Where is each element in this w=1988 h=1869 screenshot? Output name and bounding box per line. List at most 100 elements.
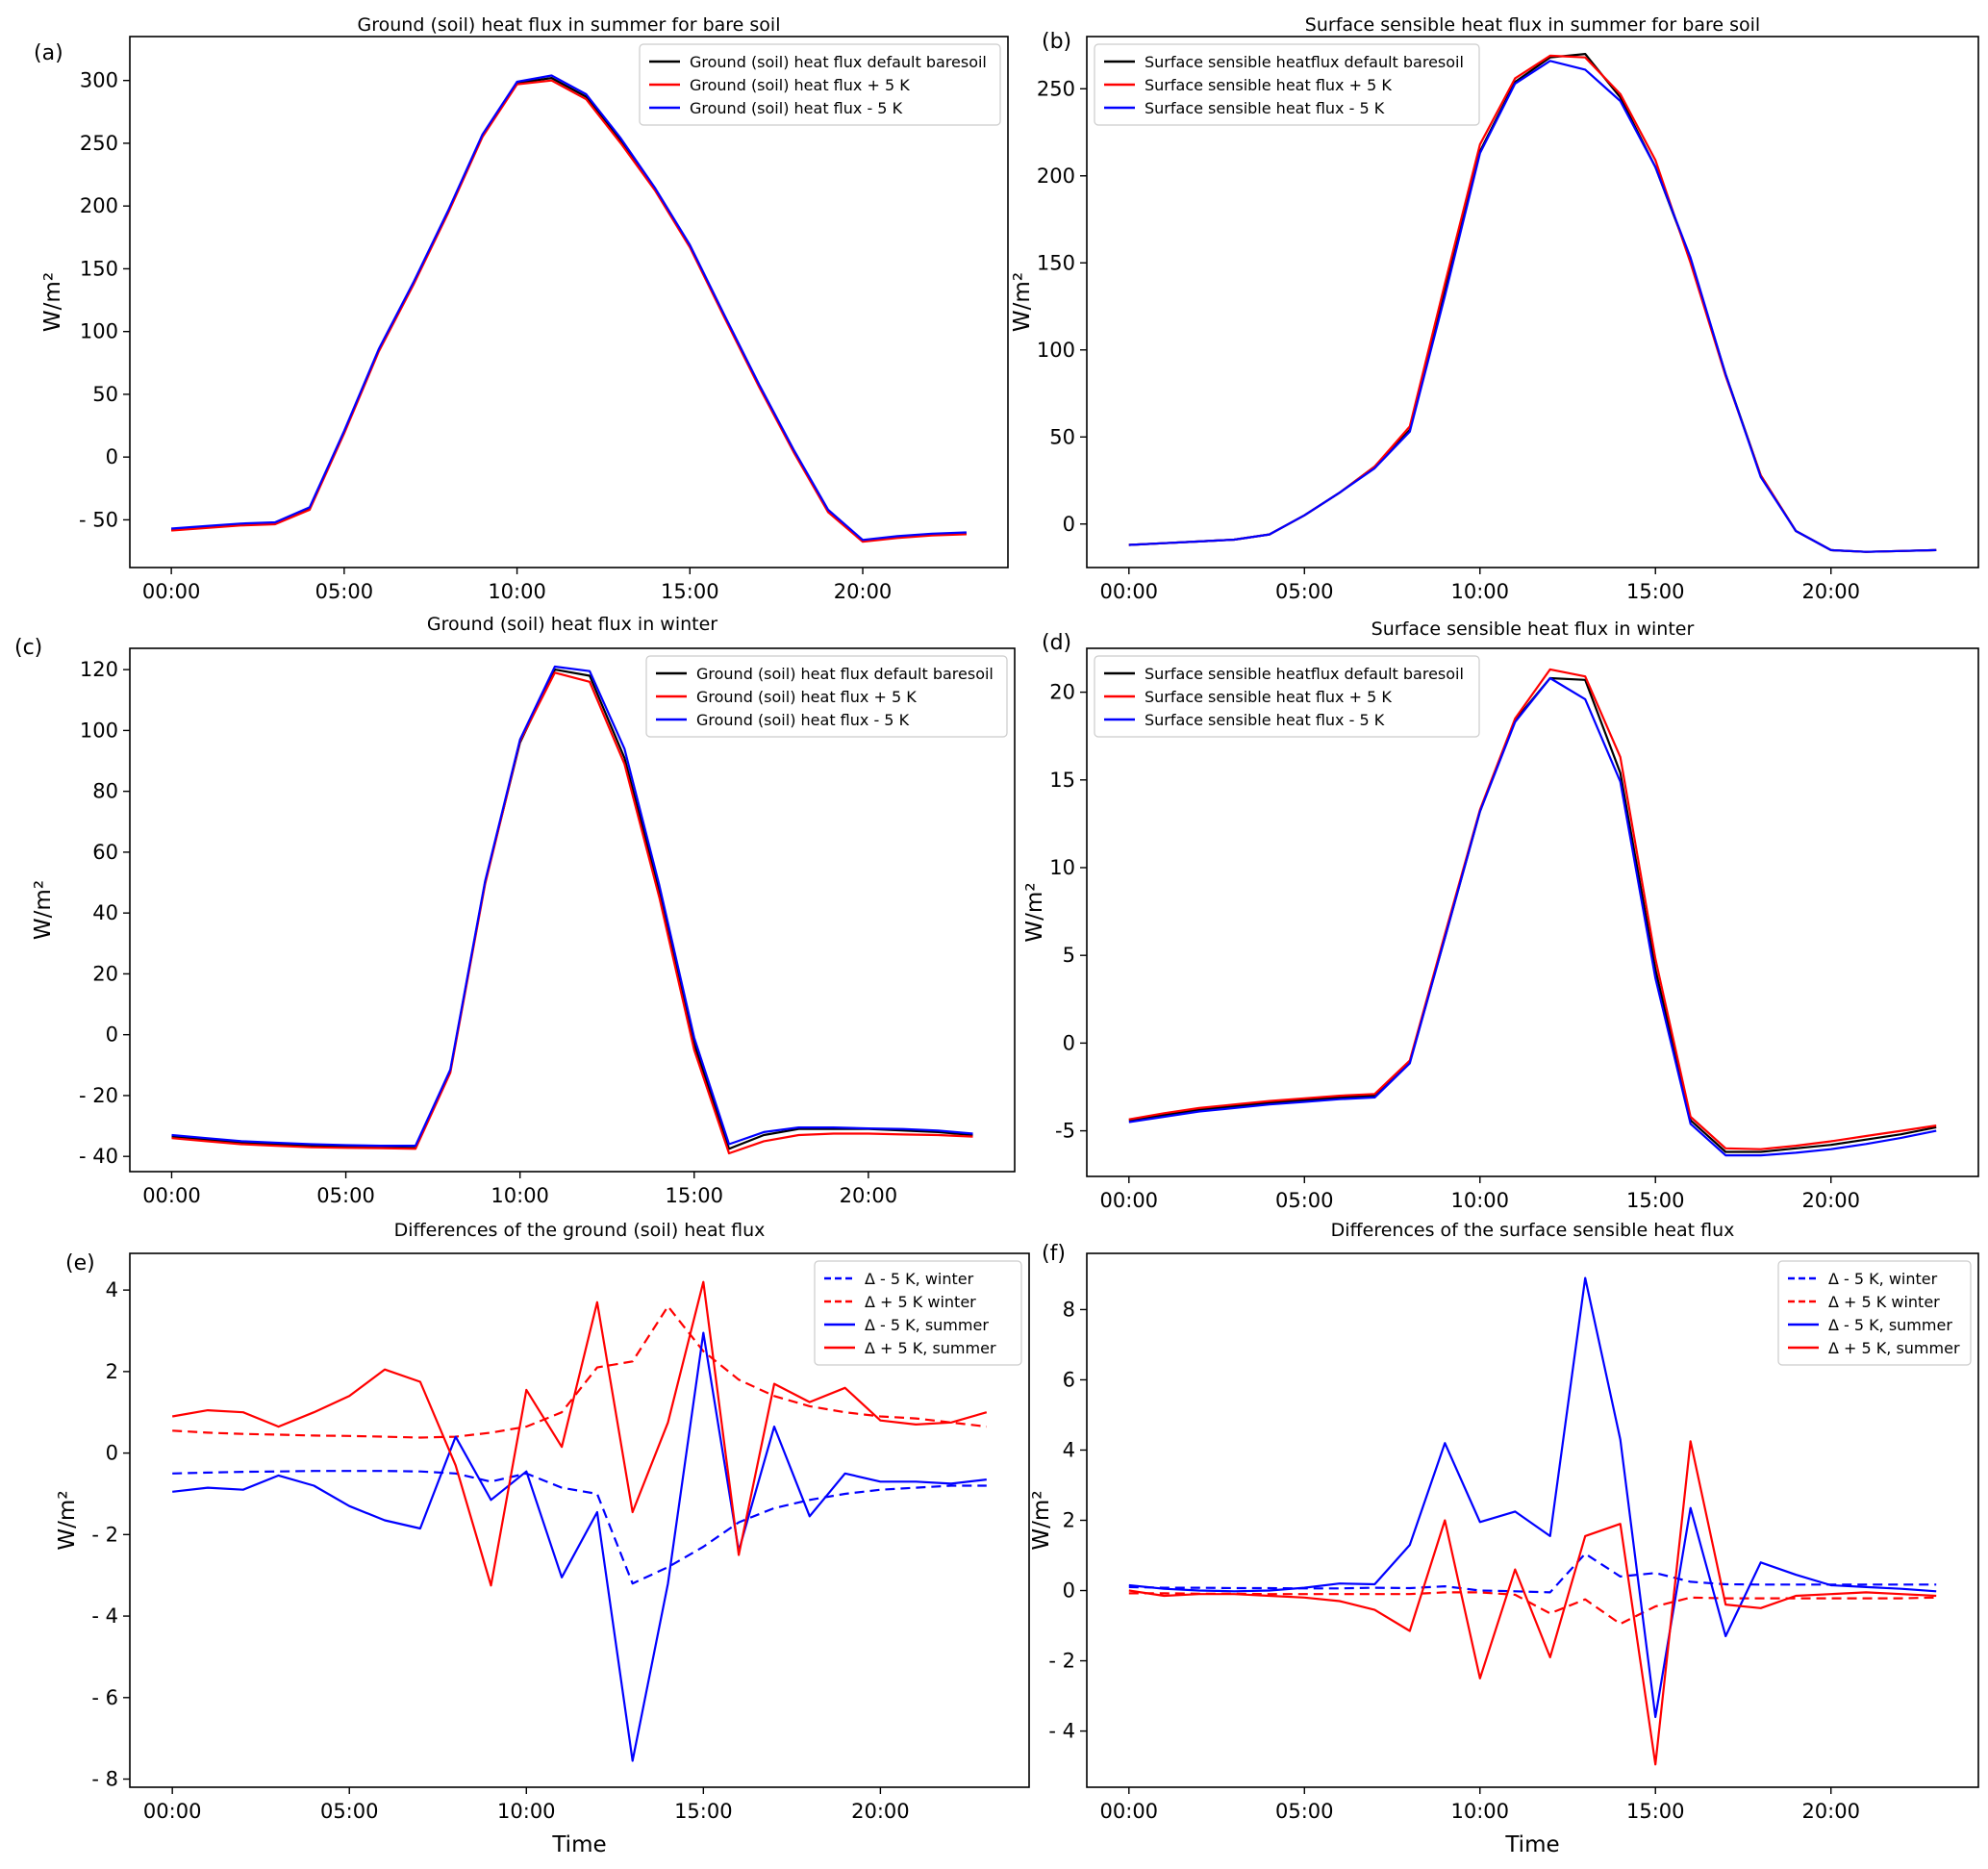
legend-label: Δ + 5 K winter bbox=[865, 1293, 976, 1311]
x-tick-label: 05:00 bbox=[320, 1800, 379, 1823]
legend-box bbox=[1094, 43, 1480, 126]
y-tick-label: 15 bbox=[1049, 769, 1075, 792]
y-tick-label: 0 bbox=[1063, 513, 1075, 536]
x-tick-label: 15:00 bbox=[674, 1800, 733, 1823]
legend-label: Δ - 5 K, summer bbox=[865, 1316, 989, 1334]
legend: Surface sensible heatflux default bareso… bbox=[1094, 655, 1480, 738]
legend-label: Surface sensible heat flux + 5 K bbox=[1145, 76, 1392, 94]
chart-title: Surface sensible heat flux in summer for… bbox=[1305, 14, 1760, 36]
y-tick-label: - 6 bbox=[91, 1686, 118, 1709]
x-tick-label: 00:00 bbox=[143, 1800, 202, 1823]
legend-label: Surface sensible heat flux + 5 K bbox=[1145, 688, 1392, 706]
y-axis-label: W/m² bbox=[1022, 882, 1047, 942]
chart-title: Differences of the ground (soil) heat fl… bbox=[394, 1220, 766, 1241]
chart-title: Ground (soil) heat flux in winter bbox=[427, 614, 717, 635]
x-tick-label: 15:00 bbox=[666, 1184, 724, 1207]
series-line-1 bbox=[171, 668, 973, 1150]
y-tick-label: - 2 bbox=[1048, 1650, 1075, 1673]
y-tick-label: 50 bbox=[92, 383, 118, 406]
series-line-3 bbox=[171, 74, 967, 542]
legend-label: Δ - 5 K, summer bbox=[1828, 1316, 1952, 1334]
y-tick-label: 50 bbox=[1049, 425, 1075, 448]
panel-label: (c) bbox=[14, 636, 42, 660]
x-tick-label: 20:00 bbox=[1801, 1189, 1860, 1212]
x-tick-label: 05:00 bbox=[316, 1184, 375, 1207]
legend-label: Ground (soil) heat flux default baresoil bbox=[696, 665, 994, 683]
y-tick-label: - 8 bbox=[91, 1768, 118, 1791]
plot-frame bbox=[1086, 36, 1979, 568]
y-tick-label: 0 bbox=[1063, 1031, 1075, 1054]
series-line-2 bbox=[172, 1304, 987, 1439]
y-tick-label: 10 bbox=[1049, 856, 1075, 879]
series-line-4 bbox=[172, 1280, 988, 1587]
x-tick-label: 10:00 bbox=[488, 580, 546, 603]
series-line-1 bbox=[1128, 1553, 1937, 1594]
x-tick-label: 20:00 bbox=[1801, 1800, 1860, 1823]
legend-label: Ground (soil) heat flux default baresoil bbox=[690, 53, 987, 71]
legend: Surface sensible heatflux default bareso… bbox=[1094, 43, 1480, 126]
y-tick-label: 8 bbox=[1063, 1298, 1075, 1321]
x-tick-label: 15:00 bbox=[1626, 580, 1685, 603]
legend-label: Surface sensible heat flux - 5 K bbox=[1145, 711, 1385, 729]
series-line-3 bbox=[1128, 60, 1937, 553]
y-tick-label: 300 bbox=[80, 69, 118, 92]
chart-panel-b: Surface sensible heat flux in summer for… bbox=[1010, 14, 1979, 603]
legend-box bbox=[814, 1260, 1022, 1366]
legend-label: Surface sensible heatflux default bareso… bbox=[1145, 665, 1464, 683]
x-tick-label: 05:00 bbox=[315, 580, 374, 603]
y-tick-label: 120 bbox=[80, 658, 118, 681]
legend-label: Δ - 5 K, winter bbox=[1828, 1270, 1938, 1288]
x-tick-label: 05:00 bbox=[1275, 580, 1334, 603]
x-tick-label: 05:00 bbox=[1275, 1800, 1334, 1823]
x-tick-label: 15:00 bbox=[1626, 1800, 1685, 1823]
chart-title: Surface sensible heat flux in winter bbox=[1371, 619, 1695, 640]
y-tick-label: 20 bbox=[92, 962, 118, 985]
y-tick-label: - 40 bbox=[79, 1145, 118, 1168]
x-axis-label: Time bbox=[551, 1832, 606, 1857]
legend-box bbox=[639, 43, 1001, 126]
y-tick-label: 250 bbox=[1037, 77, 1075, 100]
legend-label: Δ - 5 K, winter bbox=[865, 1270, 974, 1288]
series-line-2 bbox=[1128, 668, 1937, 1150]
series-line-4 bbox=[1128, 1440, 1937, 1766]
y-tick-label: 0 bbox=[106, 1023, 118, 1047]
panel-label: (f) bbox=[1042, 1242, 1066, 1266]
y-tick-label: -5 bbox=[1055, 1120, 1075, 1143]
y-tick-label: 2 bbox=[106, 1360, 118, 1383]
y-axis-label: W/m² bbox=[1010, 272, 1035, 332]
y-tick-label: - 4 bbox=[1048, 1720, 1075, 1743]
y-tick-label: 0 bbox=[1063, 1579, 1075, 1603]
x-tick-label: 10:00 bbox=[1450, 1800, 1509, 1823]
x-tick-label: 10:00 bbox=[1450, 1189, 1509, 1212]
legend-label: Δ + 5 K, summer bbox=[1828, 1339, 1960, 1357]
chart-title: Differences of the surface sensible heat… bbox=[1331, 1220, 1735, 1241]
series-line-2 bbox=[171, 79, 967, 543]
plot-frame bbox=[129, 647, 1016, 1173]
legend-box bbox=[1094, 655, 1480, 738]
y-axis-label: W/m² bbox=[1029, 1490, 1054, 1550]
y-tick-label: 4 bbox=[1063, 1438, 1075, 1461]
x-tick-label: 05:00 bbox=[1275, 1189, 1334, 1212]
y-tick-label: 5 bbox=[1063, 944, 1075, 967]
y-tick-label: 200 bbox=[80, 194, 118, 217]
chart-panel-a: Ground (soil) heat flux in summer for ba… bbox=[34, 14, 1009, 603]
x-tick-label: 20:00 bbox=[840, 1184, 898, 1207]
legend: Ground (soil) heat flux default baresoil… bbox=[639, 43, 1001, 126]
x-tick-label: 00:00 bbox=[1100, 580, 1159, 603]
y-tick-label: 20 bbox=[1049, 681, 1075, 704]
chart-panel-d: Surface sensible heat flux in winter (d) 0… bbox=[1022, 619, 1979, 1212]
x-tick-label: 10:00 bbox=[1450, 580, 1509, 603]
legend-label: Δ + 5 K, summer bbox=[865, 1339, 996, 1357]
series-line-2 bbox=[1128, 1591, 1937, 1626]
y-tick-label: 4 bbox=[106, 1278, 118, 1301]
legend-label: Ground (soil) heat flux + 5 K bbox=[690, 76, 910, 94]
plot-frame bbox=[129, 1252, 1030, 1788]
x-tick-label: 00:00 bbox=[1100, 1189, 1159, 1212]
y-tick-label: 2 bbox=[1063, 1509, 1075, 1532]
y-tick-label: 6 bbox=[1063, 1368, 1075, 1391]
y-tick-label: - 20 bbox=[79, 1084, 118, 1107]
y-tick-label: - 4 bbox=[91, 1604, 118, 1628]
plot-frame bbox=[129, 36, 1009, 568]
y-tick-label: 200 bbox=[1037, 164, 1075, 188]
